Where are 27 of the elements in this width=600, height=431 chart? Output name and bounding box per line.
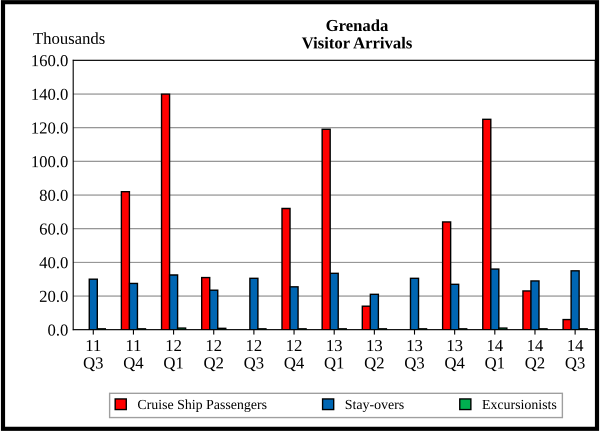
y-tick-label: 160.0 xyxy=(32,55,68,66)
x-tick-label: 13 Q3 xyxy=(405,340,424,372)
y-axis-title: Thousands xyxy=(33,32,105,44)
x-tick-label: 13 Q1 xyxy=(324,340,344,372)
x-tick-label: 14 Q3 xyxy=(566,340,585,372)
y-tick-label: 20.0 xyxy=(40,290,68,302)
chart-title: Grenada Visitor Arrivals xyxy=(302,19,412,49)
legend-label: Stay-overs xyxy=(346,400,404,412)
x-tick-label: 12 Q2 xyxy=(204,340,224,372)
y-tick-label: 140.0 xyxy=(32,88,68,100)
x-tick-label: 12 Q4 xyxy=(284,340,304,372)
x-tick-label: 14 Q1 xyxy=(485,340,504,372)
x-tick-label: 11 Q3 xyxy=(84,340,103,372)
x-tick-label: 13 Q2 xyxy=(364,340,384,372)
x-tick-label: 13 Q4 xyxy=(445,340,465,372)
x-tick-label: 12 Q3 xyxy=(244,340,264,372)
y-tick-label: 40.0 xyxy=(40,257,68,268)
legend-label: Cruise Ship Passengers xyxy=(138,399,267,412)
y-tick-label: 0.0 xyxy=(48,324,68,336)
y-tick-label: 100.0 xyxy=(32,156,68,168)
legend-label: Excursionists xyxy=(482,400,556,410)
y-tick-label: 60.0 xyxy=(40,223,68,235)
x-tick-label: 12 Q1 xyxy=(164,340,183,372)
x-tick-label: 14 Q2 xyxy=(525,340,544,372)
x-tick-label: 11 Q4 xyxy=(124,340,144,372)
y-tick-label: 120.0 xyxy=(32,122,68,134)
y-tick-label: 80.0 xyxy=(40,190,68,202)
